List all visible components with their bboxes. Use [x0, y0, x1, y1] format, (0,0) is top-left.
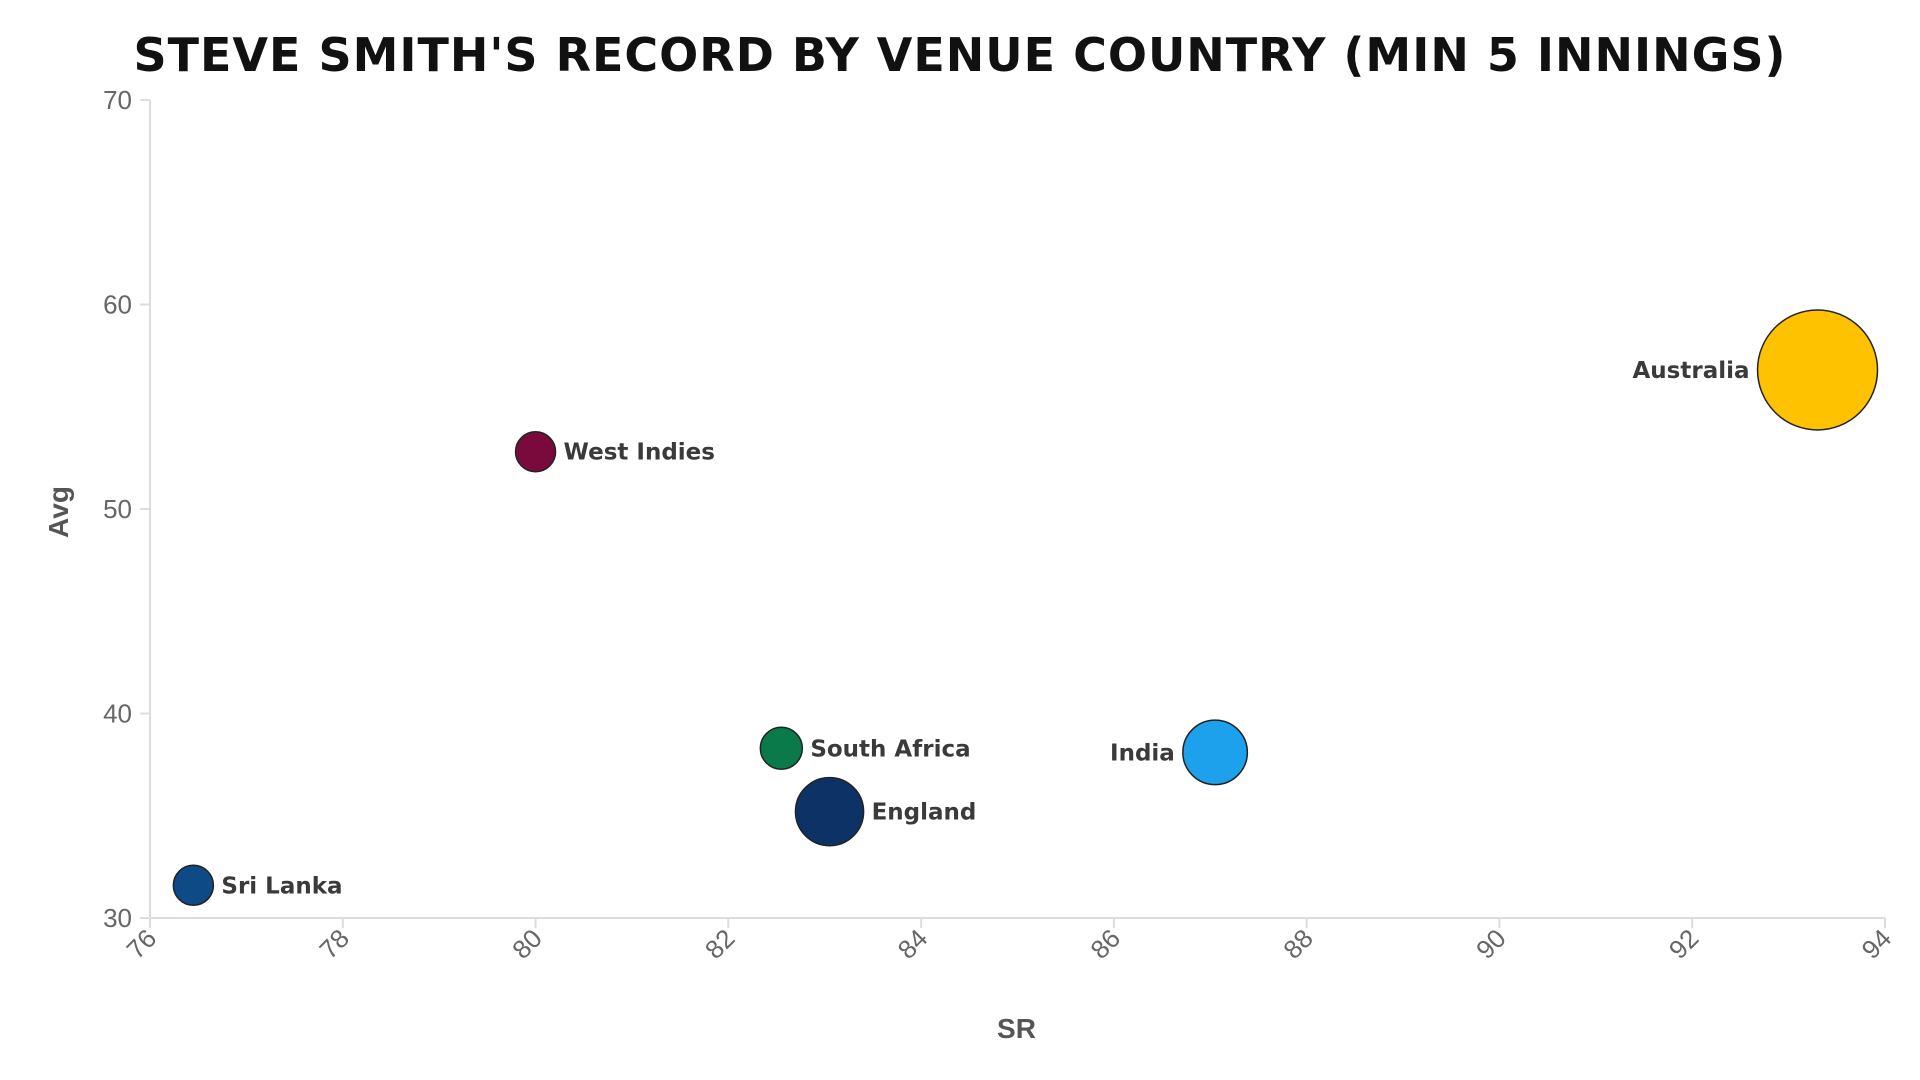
point-label: England	[872, 800, 977, 826]
x-tick-label: 92	[1663, 923, 1705, 965]
x-tick-label: 94	[1856, 923, 1898, 965]
data-point	[794, 776, 865, 847]
x-tick-label: 82	[699, 923, 741, 965]
x-tick-label: 86	[1084, 923, 1126, 965]
point-labels: Sri Lanka West Indies South Africa England I…	[221, 358, 1749, 899]
x-tick-label: 90	[1470, 923, 1512, 965]
point-label: India	[1110, 740, 1175, 766]
point-label: South Africa	[810, 736, 970, 762]
y-tick-label: 50	[103, 494, 132, 524]
x-tick-label: 84	[892, 923, 934, 965]
data-point	[172, 864, 215, 907]
y-tick-label: 40	[103, 699, 132, 729]
point-label: Australia	[1633, 358, 1750, 384]
y-axis-title: Avg	[43, 486, 74, 538]
data-point	[514, 430, 557, 473]
y-tick-label: 60	[103, 290, 132, 320]
data-point	[759, 726, 804, 770]
point-label: West Indies	[564, 440, 715, 466]
x-tick-label: 78	[313, 923, 355, 965]
y-tick-label: 70	[103, 85, 132, 115]
chart-title: STEVE SMITH'S RECORD BY VENUE COUNTRY (M…	[133, 28, 1787, 82]
x-axis-title: SR	[997, 1013, 1036, 1044]
point-label: Sri Lanka	[221, 873, 342, 899]
y-tick-label: 30	[103, 903, 132, 933]
data-point	[1756, 309, 1879, 431]
x-tick-label: 88	[1277, 923, 1319, 965]
data-points	[172, 309, 1879, 907]
x-tick-label: 80	[506, 923, 548, 965]
data-point	[1182, 719, 1249, 786]
